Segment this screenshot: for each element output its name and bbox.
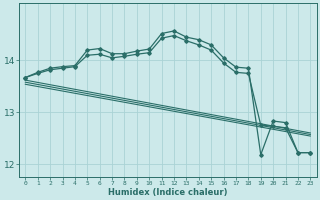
X-axis label: Humidex (Indice chaleur): Humidex (Indice chaleur) [108, 188, 228, 197]
